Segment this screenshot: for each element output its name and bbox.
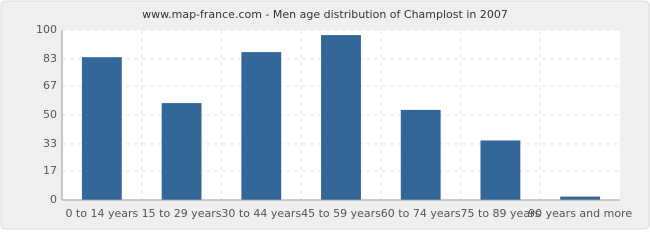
bar <box>560 196 601 200</box>
x-tick-label: 0 to 14 years <box>65 207 138 220</box>
bar <box>400 109 441 200</box>
x-tick-label: 90 years and more <box>528 207 632 220</box>
y-tick-label: 0 <box>50 193 57 206</box>
y-tick-label: 100 <box>36 23 57 36</box>
chart: www.map-france.com - Men age distributio… <box>0 0 650 230</box>
bar <box>81 57 122 201</box>
bar <box>480 140 521 200</box>
chart-title: www.map-france.com - Men age distributio… <box>142 8 508 21</box>
y-tick-label: 83 <box>43 52 57 65</box>
bar <box>161 103 202 200</box>
x-tick-label: 30 to 44 years <box>221 207 301 220</box>
y-tick-label: 50 <box>43 108 57 121</box>
x-tick-label: 75 to 89 years <box>461 207 541 220</box>
x-tick-label: 15 to 29 years <box>142 207 222 220</box>
bar <box>241 52 282 200</box>
x-tick-label: 45 to 59 years <box>301 207 381 220</box>
bar <box>321 35 361 200</box>
y-tick-label: 17 <box>43 164 57 177</box>
x-tick-label: 60 to 74 years <box>381 207 461 220</box>
y-tick-label: 67 <box>43 79 57 92</box>
y-tick-label: 33 <box>43 137 57 150</box>
